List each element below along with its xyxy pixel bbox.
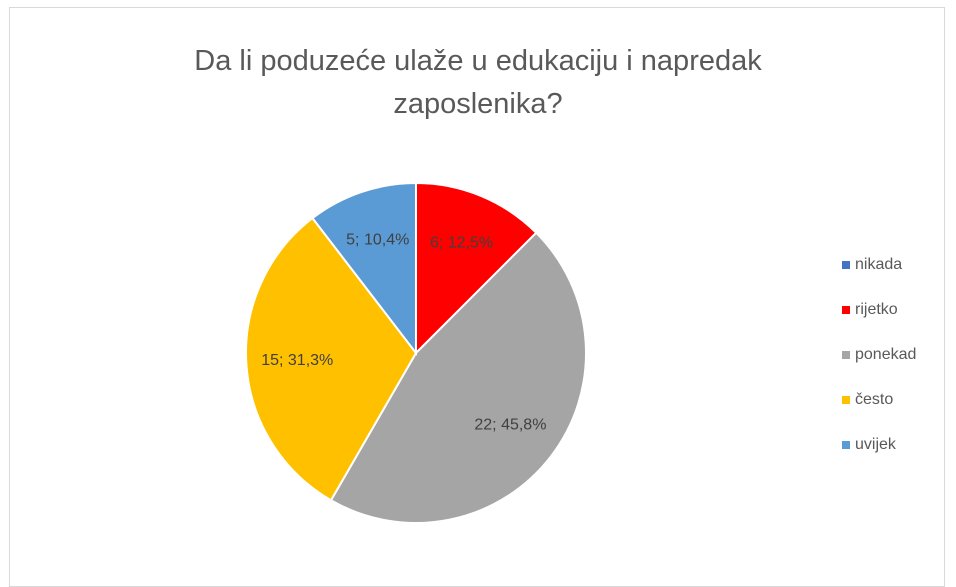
pie-slice <box>329 231 587 524</box>
data-label: 15; 31,3% <box>261 352 333 369</box>
data-label: 22; 45,8% <box>474 417 546 434</box>
legend-swatch <box>842 396 850 404</box>
pie-slice <box>245 216 418 502</box>
data-label: 6; 12,5% <box>430 234 493 251</box>
legend-swatch <box>842 441 850 449</box>
legend-label: često <box>855 391 893 408</box>
legend-swatch <box>842 351 850 359</box>
pie-slice <box>415 181 538 356</box>
chart-title: Da li poduzeće ulaže u edukaciju i napre… <box>194 45 762 120</box>
data-label: 5; 10,4% <box>346 232 409 249</box>
legend-label: ponekad <box>855 346 916 363</box>
legend-swatch <box>842 306 850 314</box>
legend-label: rijetko <box>855 301 898 318</box>
legend-label: nikada <box>855 256 902 273</box>
legend-label: uvijek <box>855 436 897 453</box>
pie-slice <box>311 181 417 356</box>
legend-swatch <box>842 261 850 269</box>
